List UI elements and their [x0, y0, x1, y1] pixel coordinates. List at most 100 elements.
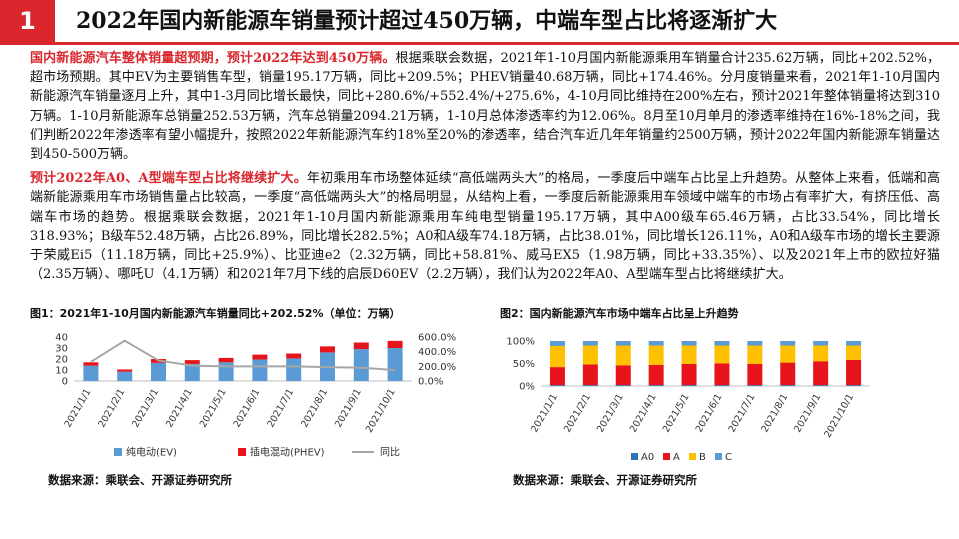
x-tick-label-5: 2021/6/1 [694, 392, 725, 434]
legend-swatch-c [715, 453, 722, 460]
bar-c-2 [615, 341, 631, 346]
paragraph-2-text: 年初乘用车市场整体延续“高低端两头大”的格局，一季度后中端车占比呈上升趋势。从整… [30, 171, 940, 283]
title-divider [0, 42, 959, 45]
paragraph-2: 预计2022年A0、A型端车型占比将继续扩大。年初乘用车市场整体延续“高低端两头… [30, 169, 940, 284]
y-tick-label-0: 0 [62, 377, 68, 388]
x-tick-label-7: 2021/8/1 [759, 392, 790, 434]
bar-c-5 [714, 341, 730, 346]
bar-c-8 [813, 341, 829, 346]
bar-c-1 [582, 341, 598, 346]
x-tick-label-5: 2021/6/1 [232, 387, 263, 429]
paragraph-2-highlight: 预计2022年A0、A型端车型占比将继续扩大。 [30, 171, 307, 187]
bar-ev-9 [387, 348, 403, 381]
y2-tick-label-2: 400.0% [418, 347, 456, 358]
bar-a-5 [714, 363, 730, 386]
x-tick-label-6: 2021/7/1 [265, 387, 296, 429]
bar-a-4 [681, 363, 697, 386]
legend-swatch-ev [114, 448, 122, 456]
bar-a-2 [615, 365, 631, 386]
bar-b-7 [780, 345, 796, 363]
bar-ev-3 [184, 363, 200, 381]
bar-phev-7 [320, 346, 335, 353]
y-tick-label-2: 20 [55, 355, 68, 366]
x-tick-label-3: 2021/4/1 [628, 392, 659, 434]
x-tick-label-8: 2021/9/1 [792, 392, 823, 434]
x-tick-label-1: 2021/2/1 [562, 392, 593, 434]
line-yoy [90, 339, 396, 371]
y2-tick-label-3: 600.0% [418, 333, 456, 344]
bar-a-3 [648, 364, 664, 386]
bar-c-0 [549, 341, 565, 346]
bar-ev-0 [83, 365, 99, 381]
paragraph-1-highlight: 国内新能源汽车整体销量超预期，预计2022年达到450万辆。 [30, 51, 396, 66]
legend-label-b: B [699, 452, 706, 463]
legend-label-ev: 纯电动(EV) [126, 446, 177, 459]
bar-phev-8 [353, 342, 369, 350]
bar-c-4 [681, 341, 697, 346]
bar-ev-4 [218, 362, 234, 381]
x-tick-label-9: 2021/10/1 [822, 392, 856, 440]
bar-b-8 [813, 345, 829, 362]
bar-b-4 [681, 345, 697, 364]
legend-swatch-a0 [631, 453, 638, 460]
x-tick-label-0: 2021/1/1 [529, 392, 560, 434]
bar-a-6 [747, 363, 763, 386]
bar-a-8 [813, 361, 829, 386]
paragraph-1-text: 根据乘联会数据，2021年1-10月国内新能源乘用车销量合计235.62万辆，同… [30, 51, 940, 163]
figure-1-caption: 图1：2021年1-10月国内新能源汽车销量同比+202.52%（单位：万辆） [30, 307, 401, 320]
bar-b-2 [615, 345, 631, 366]
bar-b-9 [846, 345, 862, 360]
legend-label-a0: A0 [641, 452, 654, 463]
y2-tick-label-1: 200.0% [418, 362, 456, 373]
bar-a0-7 [780, 385, 796, 386]
x-tick-label-2: 2021/3/1 [130, 387, 161, 429]
bar-ev-8 [353, 349, 369, 381]
x-tick-label-9: 2021/10/1 [364, 387, 398, 435]
bar-c-6 [747, 341, 763, 346]
bar-a-7 [780, 362, 796, 386]
bar-a0-9 [846, 385, 862, 386]
legend-label-a: A [673, 452, 680, 463]
bar-a0-0 [549, 385, 565, 386]
x-tick-label-0: 2021/1/1 [63, 387, 94, 429]
x-tick-label-6: 2021/7/1 [727, 392, 758, 434]
chart-2-segment-share: 0% 50% 100% 2021/1/1 2021/2/1 2021/3/1 2021/4/… [506, 337, 870, 463]
bar-c-9 [846, 341, 862, 346]
bar-a0-2 [615, 385, 631, 386]
figure-2-caption: 图2：国内新能源汽车市场中端车占比呈上升趋势 [500, 307, 739, 320]
bar-b-3 [648, 345, 664, 365]
bar-a0-5 [714, 385, 730, 386]
page-title: 2022年国内新能源车销量预计超过450万辆，中端车型占比将逐渐扩大 [76, 8, 778, 34]
y2-tick-label-0: 0.0% [418, 377, 443, 388]
legend-label-phev: 插电混动(PHEV) [250, 446, 325, 459]
bar-ev-1 [117, 371, 133, 381]
x-tick-label-2: 2021/3/1 [595, 392, 626, 434]
paragraph-1: 国内新能源汽车整体销量超预期，预计2022年达到450万辆。根据乘联会数据，20… [30, 49, 940, 164]
bar-ev-5 [252, 359, 268, 381]
y-tick-label-2: 100% [506, 337, 535, 348]
bar-a-9 [846, 359, 862, 386]
section-number: 1 [0, 0, 55, 42]
y-tick-label-1: 10 [55, 366, 68, 377]
bar-a0-4 [681, 385, 697, 386]
bar-phev-0 [83, 362, 99, 366]
bar-phev-4 [218, 357, 234, 363]
bar-a0-8 [813, 385, 829, 386]
bar-a0-1 [582, 385, 598, 386]
legend-label-yoy: 同比 [380, 447, 400, 459]
bar-ev-2 [151, 362, 166, 381]
figure-2-source: 数据来源：乘联会、开源证券研究所 [513, 473, 697, 487]
bar-a-1 [582, 364, 598, 386]
bar-a0-6 [747, 385, 763, 386]
y-tick-label-4: 40 [55, 333, 68, 344]
bar-phev-5 [252, 354, 268, 360]
bar-b-0 [549, 345, 565, 368]
legend-swatch-phev [238, 448, 246, 456]
x-tick-label-4: 2021/5/1 [198, 387, 229, 429]
bar-phev-3 [184, 360, 200, 364]
figure-1-source: 数据来源：乘联会、开源证券研究所 [48, 473, 232, 487]
bar-b-1 [582, 345, 598, 365]
bar-phev-1 [117, 369, 133, 372]
bar-b-5 [714, 345, 730, 364]
